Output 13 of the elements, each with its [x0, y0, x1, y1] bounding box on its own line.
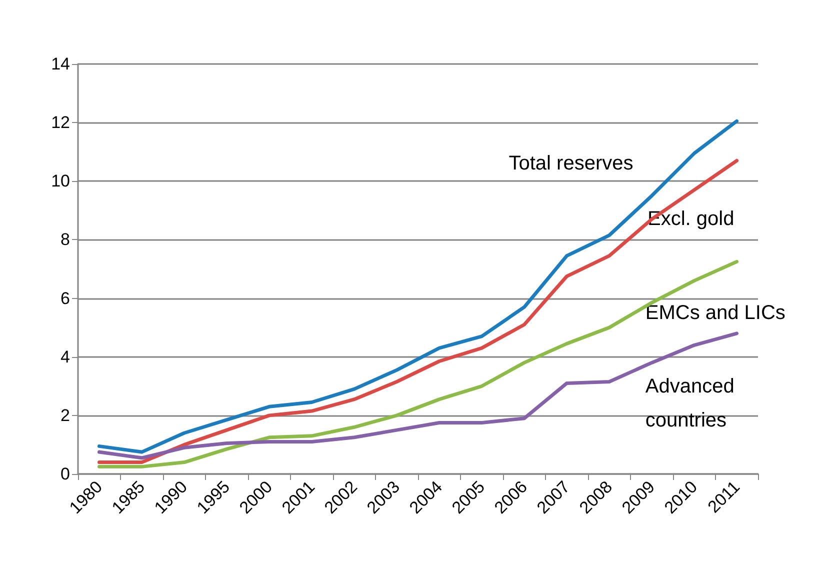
y-tick-label: 12: [51, 113, 70, 132]
line-series: [98, 260, 738, 468]
y-tick-label: 2: [60, 406, 70, 425]
y-tick-label: 14: [51, 54, 70, 74]
y-tick-label: 0: [60, 464, 70, 484]
y-tick-label: 4: [60, 347, 70, 366]
series-label: Advanced countries: [645, 376, 740, 432]
y-tick-label: 6: [60, 288, 70, 308]
series-label: EMCs and LICs: [645, 302, 786, 324]
line-series: [98, 332, 738, 460]
series-label: Total reserves: [508, 152, 634, 175]
y-tick-label: 10: [51, 172, 70, 191]
y-tick-label: 8: [60, 230, 70, 250]
